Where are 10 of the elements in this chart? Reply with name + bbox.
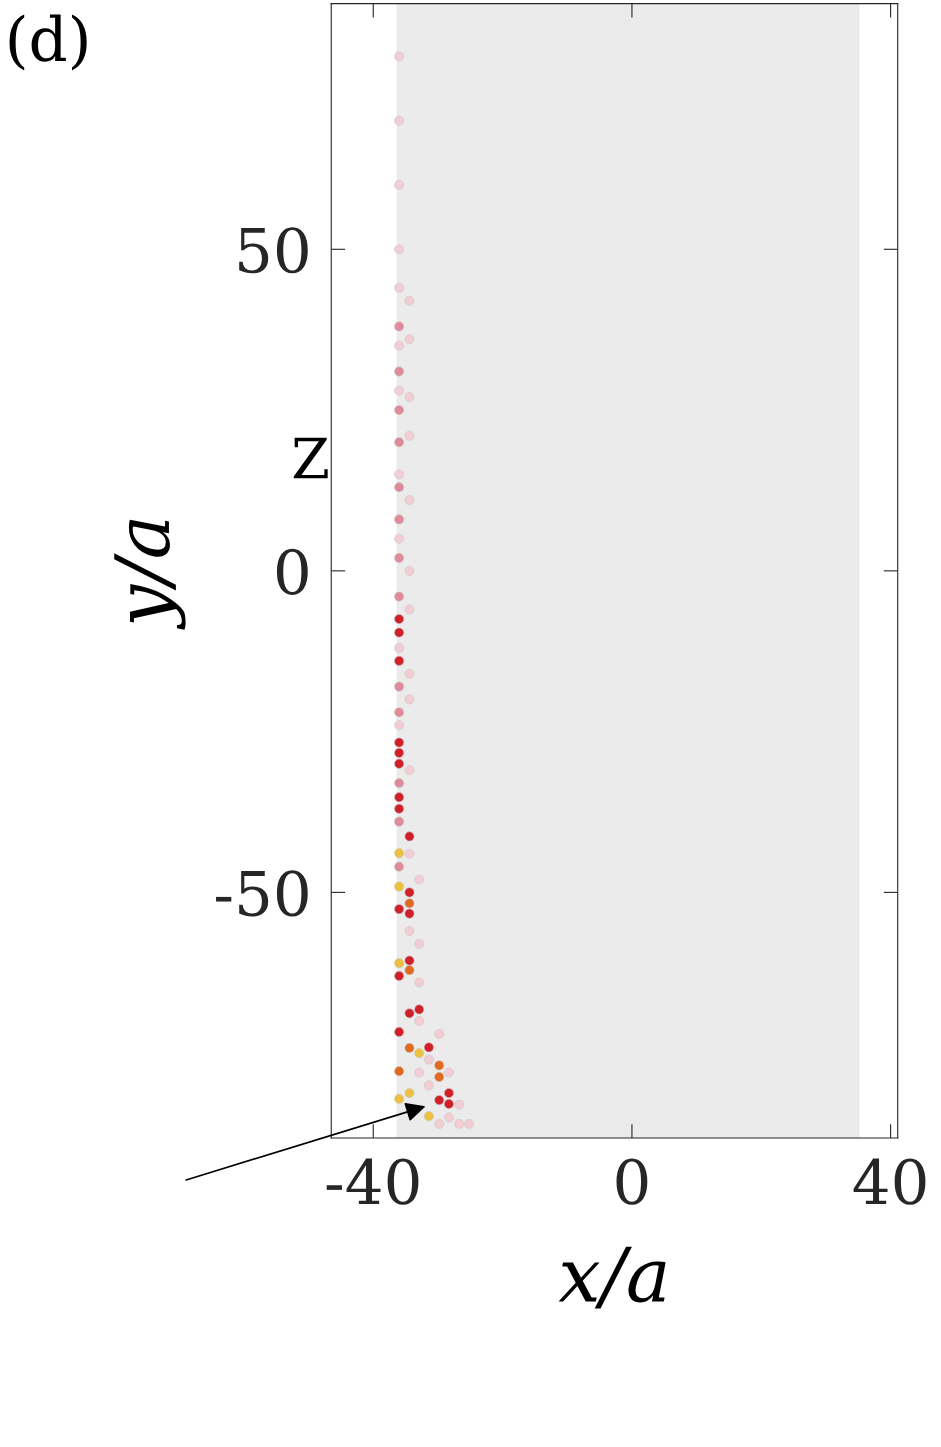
- y-axis-title: y/a: [114, 519, 186, 630]
- x-tick-label: -40: [326, 1158, 419, 1205]
- x-tick-label: 0: [616, 1158, 648, 1205]
- x-tick-label: 40: [853, 1158, 926, 1205]
- y-tick-label: 50: [239, 227, 308, 274]
- y-tick-label: -50: [216, 870, 308, 917]
- text: Z: [293, 437, 328, 479]
- text: (d): [9, 14, 87, 71]
- y-tick-label: 0: [276, 548, 308, 595]
- x-axis-title: x/a: [558, 1246, 666, 1309]
